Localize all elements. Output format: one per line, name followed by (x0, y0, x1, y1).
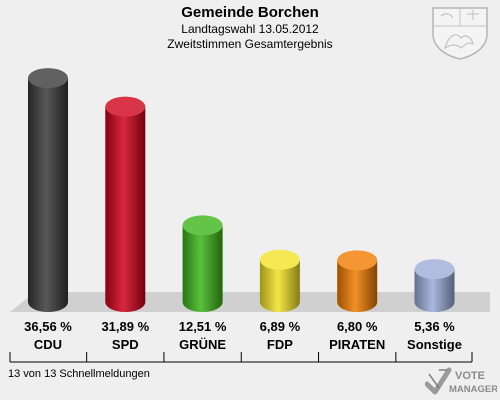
reporting-status: 13 von 13 Schnellmeldungen (8, 368, 150, 380)
chart-header: Gemeinde Borchen Landtagswahl 13.05.2012… (0, 4, 500, 52)
bar-fdp (259, 249, 300, 312)
category-label: PIRATEN (329, 337, 385, 352)
value-label: 12,51 % (179, 319, 227, 334)
bar-sonstige (414, 259, 455, 312)
logo-text-vote: VOTE (455, 370, 485, 382)
category-label: FDP (267, 337, 293, 352)
category-label: CDU (34, 337, 62, 352)
value-label: 31,89 % (101, 319, 149, 334)
category-label: Sonstige (407, 337, 462, 352)
chart-subtitle-result-type: Zweitstimmen Gesamtergebnis (167, 37, 333, 51)
category-label: SPD (112, 337, 139, 352)
vote-manager-logo: VOTE MANAGER (425, 367, 497, 395)
bar-piraten (337, 250, 378, 312)
logo-text-manager: MANAGER (449, 384, 497, 395)
value-label: 36,56 % (24, 319, 72, 334)
category-label: GRÜNE (179, 337, 226, 352)
bar-grüne (182, 215, 223, 312)
bar-spd (105, 96, 146, 312)
chart-title: Gemeinde Borchen (181, 4, 319, 21)
value-label: 6,89 % (260, 319, 301, 334)
value-label: 6,80 % (337, 319, 378, 334)
value-label: 5,36 % (414, 319, 455, 334)
bar-cdu (28, 68, 68, 312)
chart-subtitle-election: Landtagswahl 13.05.2012 (181, 22, 319, 36)
coat-of-arms-icon (432, 7, 488, 60)
